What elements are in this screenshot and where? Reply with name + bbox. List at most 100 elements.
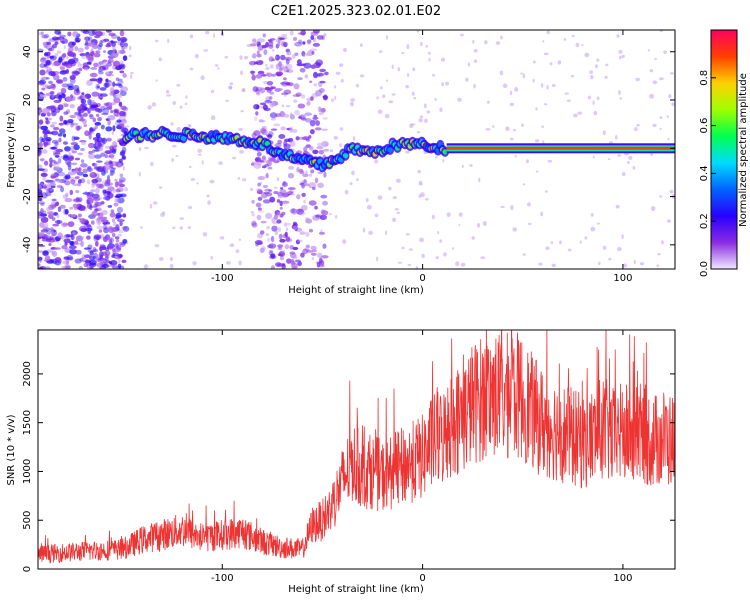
speckle [544, 190, 548, 193]
speckle [627, 161, 630, 165]
speckle [439, 239, 443, 243]
noise-blob [120, 243, 126, 247]
speckle [285, 227, 289, 232]
speckle [342, 239, 347, 244]
noise-blob [262, 199, 271, 204]
noise-blob [51, 146, 57, 150]
noise-blob [285, 191, 292, 195]
speckle [264, 174, 268, 178]
noise-blob [273, 123, 281, 127]
speckle [480, 256, 486, 260]
speckle [79, 167, 83, 172]
noise-blob [38, 48, 44, 52]
noise-blob [265, 191, 273, 197]
noise-blob [320, 194, 328, 199]
speckle [206, 194, 210, 198]
y-tick-label: 0 [22, 566, 33, 572]
noise-blob [318, 149, 325, 155]
noise-blob [118, 158, 123, 163]
noise-blob [100, 124, 105, 130]
speckle [602, 130, 606, 136]
noise-blob [91, 178, 99, 184]
noise-blob [108, 261, 113, 265]
noise-blob [72, 71, 81, 75]
noise-blob [69, 176, 77, 182]
noise-blob [107, 119, 111, 126]
speckle [401, 51, 405, 55]
speckle [632, 165, 636, 170]
noise-blob [82, 168, 88, 174]
noise-blob [39, 221, 45, 228]
noise-blob [97, 117, 102, 122]
noise-blob [103, 236, 108, 243]
noise-blob [308, 200, 317, 206]
speckle [271, 117, 276, 121]
speckle [669, 189, 674, 194]
noise-blob [77, 152, 84, 156]
noise-blob [43, 133, 48, 140]
speckle [577, 111, 583, 115]
noise-blob [69, 189, 74, 196]
noise-blob [45, 59, 53, 66]
noise-blob [107, 58, 114, 64]
noise-blob [86, 61, 92, 65]
speckle [473, 83, 476, 89]
speckle [391, 93, 396, 96]
noise-blob [301, 192, 306, 197]
noise-blob [77, 205, 86, 211]
noise-blob [89, 114, 94, 120]
speckle [301, 250, 307, 254]
noise-blob [321, 34, 325, 41]
speckle [659, 195, 663, 198]
noise-blob [67, 31, 72, 37]
speckle [251, 54, 256, 59]
speckle [579, 240, 582, 244]
noise-blob [121, 146, 127, 153]
noise-blob [121, 226, 128, 230]
speckle [472, 39, 475, 44]
speckle [284, 93, 287, 98]
noise-blob [255, 74, 263, 79]
noise-blob [256, 50, 260, 55]
noise-blob [56, 180, 63, 183]
noise-blob [281, 263, 286, 267]
noise-blob [73, 136, 80, 141]
speckle [335, 215, 338, 219]
noise-blob [293, 37, 297, 41]
noise-blob [64, 180, 71, 186]
noise-blob [319, 80, 326, 84]
noise-blob [114, 178, 118, 182]
noise-blob [294, 109, 301, 116]
noise-blob [119, 36, 128, 43]
noise-blob [43, 33, 50, 39]
noise-blob [41, 57, 49, 60]
noise-blob [80, 240, 84, 247]
speckle [209, 179, 215, 184]
noise-blob [281, 200, 290, 204]
speckle [502, 83, 508, 88]
speckle [352, 136, 356, 141]
speckle [124, 187, 128, 192]
noise-blob [273, 190, 279, 195]
noise-blob [97, 212, 104, 218]
speckle [395, 178, 401, 183]
speckle [266, 225, 270, 230]
speckle [355, 83, 360, 88]
speckle [205, 30, 210, 35]
noise-blob [99, 244, 106, 248]
noise-blob [298, 114, 306, 120]
noise-blob [61, 69, 68, 73]
speckle [666, 219, 672, 223]
noise-blob [65, 96, 72, 102]
noise-blob [280, 126, 286, 131]
noise-blob [292, 128, 298, 133]
speckle [150, 161, 154, 167]
noise-blob [89, 172, 97, 179]
noise-blob [110, 153, 114, 160]
noise-blob [118, 265, 125, 269]
speckle [75, 124, 78, 130]
noise-blob [119, 70, 125, 74]
speckle [509, 102, 515, 106]
speckle [274, 230, 279, 236]
noise-blob [41, 149, 48, 154]
